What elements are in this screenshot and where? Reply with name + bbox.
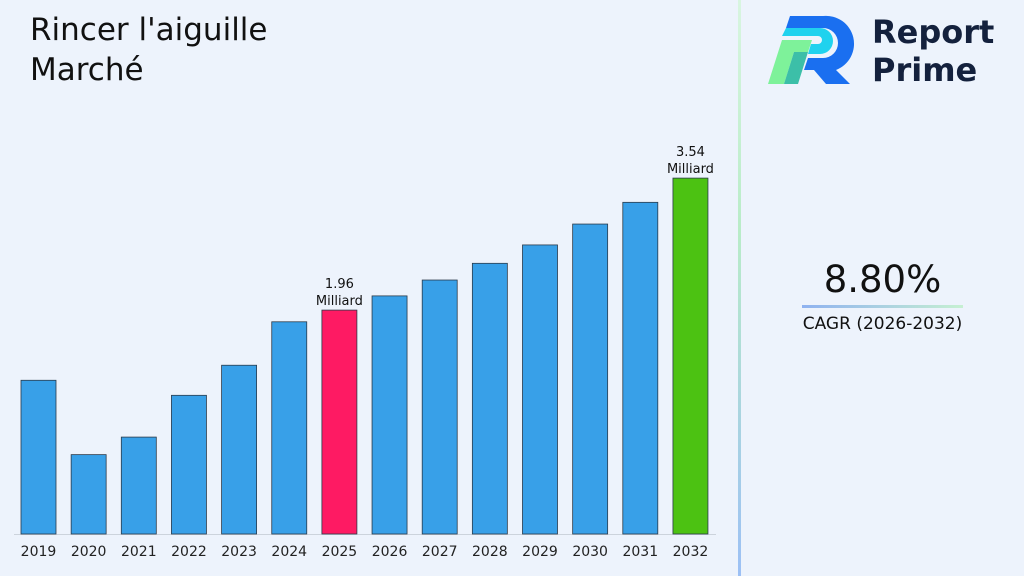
cagr-panel: 8.80% CAGR (2026-2032) — [790, 258, 975, 334]
bar-2024 — [271, 321, 308, 535]
bar-2030 — [572, 223, 609, 535]
data-label-value-2025: 1.96 — [325, 277, 354, 292]
bar-2019 — [20, 379, 57, 535]
cagr-underline — [802, 305, 963, 308]
x-tick-label: 2027 — [422, 544, 458, 560]
x-tick-label: 2019 — [21, 544, 57, 560]
brand-line2: Prime — [872, 51, 978, 89]
bar-2021 — [120, 436, 157, 535]
bar-2026 — [371, 295, 408, 535]
bar-2029 — [522, 244, 558, 535]
x-tick-label: 2023 — [221, 544, 257, 560]
data-label-unit-2025: Milliard — [316, 294, 363, 309]
bar-2032 — [672, 177, 709, 535]
x-tick-label: 2032 — [673, 544, 709, 560]
x-tick-label: 2031 — [622, 544, 658, 560]
cagr-value: 8.80% — [823, 258, 942, 301]
data-label-value-2032: 3.54 — [676, 145, 705, 160]
x-tick-label: 2020 — [71, 544, 107, 560]
report-prime-logo: Report Prime — [768, 14, 1008, 89]
logo-mark-icon — [768, 15, 855, 84]
x-tick-label: 2024 — [271, 544, 307, 560]
panel-divider — [738, 0, 741, 576]
x-tick-label: 2025 — [322, 544, 358, 560]
x-tick-label: 2026 — [372, 544, 408, 560]
bar-2027 — [421, 279, 458, 535]
bar-2028 — [471, 262, 508, 535]
x-tick-label: 2028 — [472, 544, 508, 560]
chart-title: Rincer l'aiguille Marché — [30, 12, 268, 88]
bar-2022 — [171, 394, 207, 535]
cagr-label: CAGR (2026-2032) — [802, 314, 963, 334]
bar-chart: 2019 2020 2021 2022 2023 2024 2025 2026 2027 2028… — [14, 145, 716, 560]
bar-2025 — [321, 309, 358, 535]
brand-line1: Report — [872, 13, 995, 51]
data-label-unit-2032: Milliard — [667, 162, 714, 177]
bar-2023 — [221, 364, 258, 535]
bar-2031 — [622, 201, 659, 535]
bar-2020 — [70, 454, 107, 535]
x-tick-label: 2021 — [121, 544, 157, 560]
x-tick-label: 2030 — [572, 544, 608, 560]
x-tick-label: 2029 — [522, 544, 558, 560]
x-tick-label: 2022 — [171, 544, 207, 560]
